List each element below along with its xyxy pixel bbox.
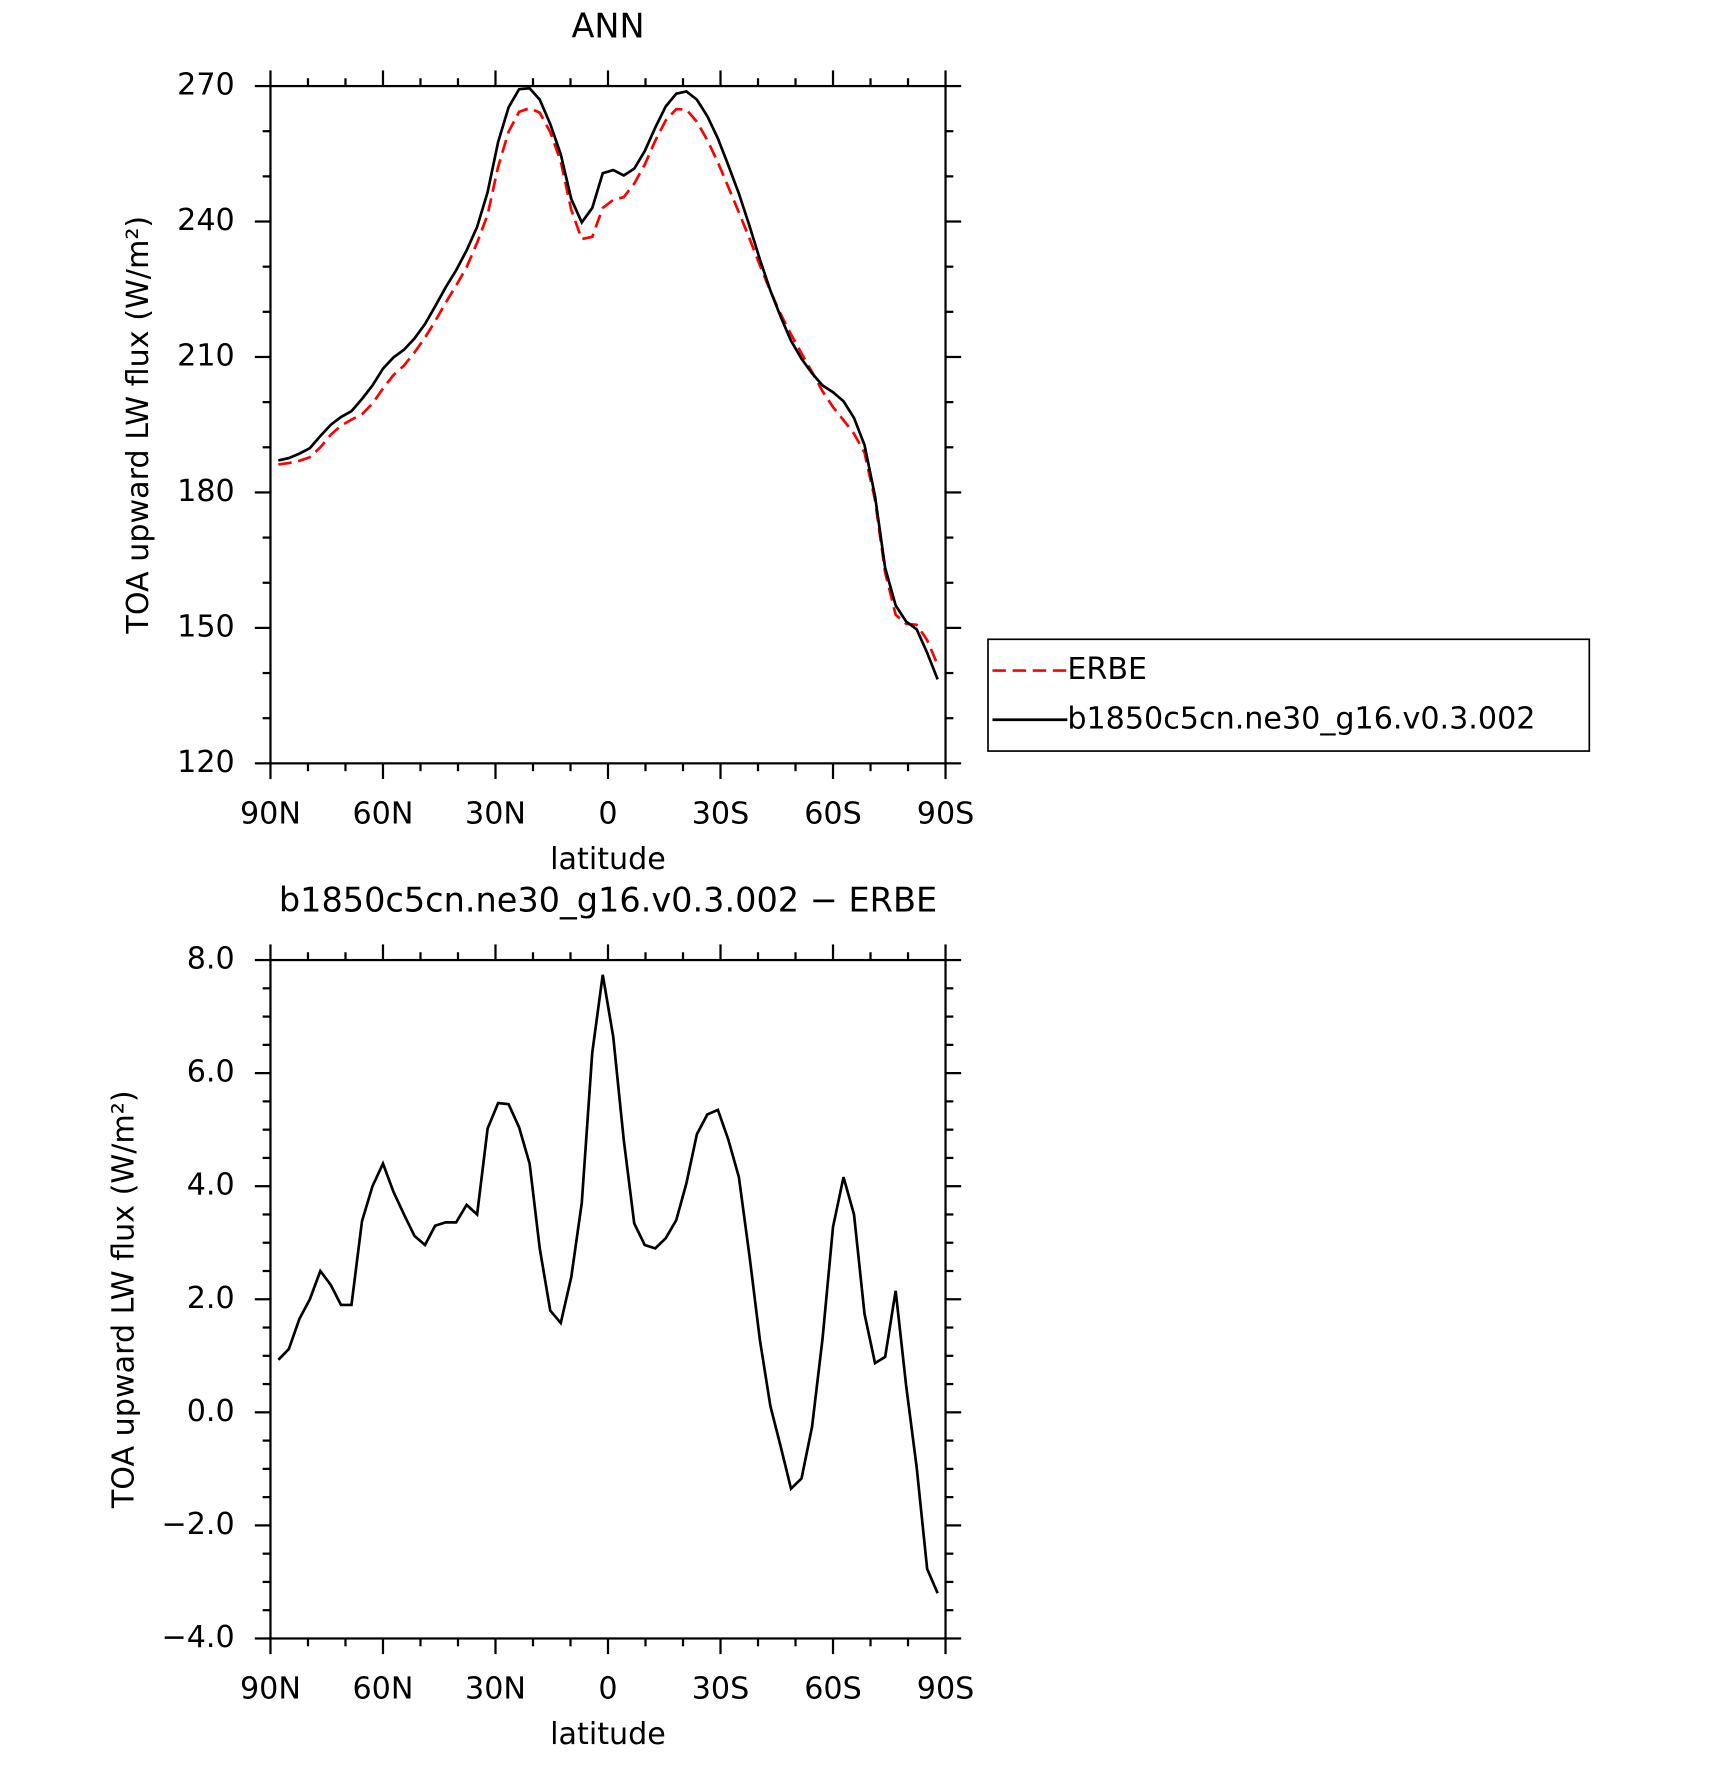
x-tick-label: 60S: [804, 1671, 862, 1706]
x-tick-label: 90S: [917, 796, 975, 831]
y-tick-label: 0.0: [187, 1394, 235, 1429]
data-line: [278, 86, 939, 680]
y-tick-label: 210: [177, 338, 235, 373]
y-tick-label: 2.0: [187, 1281, 235, 1316]
plot-frame: [269, 84, 947, 765]
y-tick-label: 8.0: [187, 942, 235, 977]
data-line: [278, 106, 939, 666]
x-tick-label: 90N: [240, 796, 301, 831]
y-tick-label: 4.0: [187, 1168, 235, 1203]
x-tick-label: 0: [598, 796, 617, 831]
x-tick-label: 30S: [692, 1671, 750, 1706]
y-tick-label: 180: [177, 474, 235, 509]
x-tick-label: 90N: [240, 1671, 301, 1706]
x-tick-label: 0: [598, 1671, 617, 1706]
y-axis-label: TOA upward LW flux (W/m²): [121, 216, 156, 635]
x-axis-label: latitude: [550, 842, 666, 877]
x-tick-label: 90S: [917, 1671, 975, 1706]
y-tick-label: −2.0: [161, 1507, 234, 1542]
chart-title: b1850c5cn.ne30_g16.v0.3.002 − ERBE: [279, 880, 937, 919]
y-tick-label: 120: [177, 745, 235, 780]
chart-title: ANN: [571, 6, 644, 45]
x-axis-label: latitude: [550, 1717, 666, 1752]
legend-box: [987, 638, 1591, 752]
x-tick-label: 60S: [804, 796, 862, 831]
legend-label: b1850c5cn.ne30_g16.v0.3.002: [1067, 701, 1535, 736]
y-tick-label: 150: [177, 609, 235, 644]
plot-frame: [269, 958, 947, 1640]
x-tick-label: 30N: [465, 1671, 526, 1706]
y-axis-label: TOA upward LW flux (W/m²): [107, 1090, 142, 1509]
y-tick-label: 270: [177, 68, 235, 103]
x-tick-label: 60N: [353, 796, 414, 831]
legend-label: ERBE: [1067, 652, 1147, 687]
data-line: [277, 974, 939, 1594]
x-tick-label: 30S: [692, 796, 750, 831]
x-tick-label: 60N: [353, 1671, 414, 1706]
x-tick-label: 30N: [465, 796, 526, 831]
y-tick-label: 6.0: [187, 1055, 235, 1090]
y-tick-label: −4.0: [161, 1620, 234, 1655]
y-tick-label: 240: [177, 203, 235, 238]
